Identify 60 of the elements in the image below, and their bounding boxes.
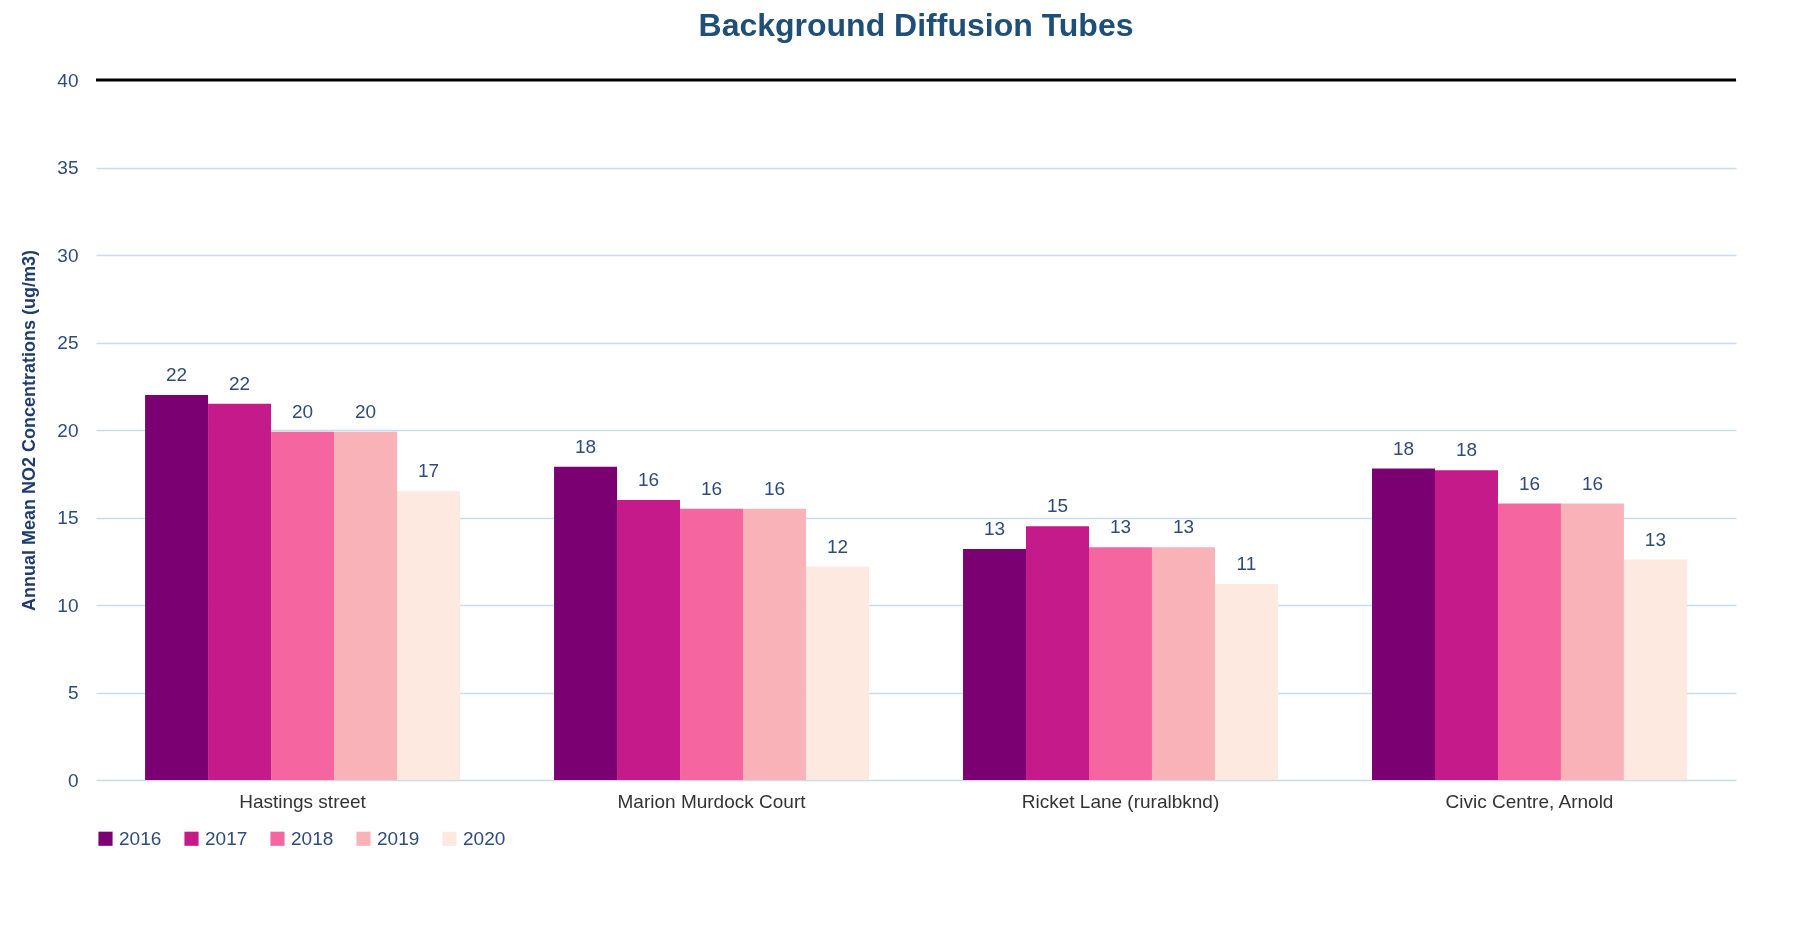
legend-label: 2020 bbox=[463, 827, 506, 849]
bar bbox=[1214, 584, 1278, 780]
bar bbox=[1497, 503, 1561, 780]
data-label: 18 bbox=[1392, 437, 1415, 459]
y-tick-label: 5 bbox=[67, 682, 79, 703]
y-tick-label: 0 bbox=[67, 769, 79, 791]
bar bbox=[208, 403, 272, 780]
bar bbox=[1434, 470, 1498, 780]
bar bbox=[805, 566, 869, 780]
y-tick-label: 10 bbox=[57, 594, 79, 616]
data-label: 22 bbox=[228, 372, 251, 394]
data-label: 16 bbox=[1518, 472, 1541, 494]
data-label: 16 bbox=[763, 477, 786, 499]
legend-label: 2019 bbox=[377, 827, 420, 849]
y-tick-label: 40 bbox=[57, 69, 79, 91]
y-tick-label: 30 bbox=[57, 244, 79, 266]
legend-label: 2017 bbox=[205, 827, 248, 849]
y-tick-label: 35 bbox=[57, 157, 79, 178]
y-tick-label: 20 bbox=[57, 419, 79, 441]
data-label: 13 bbox=[1109, 516, 1132, 538]
chart-title: Background Diffusion Tubes bbox=[698, 7, 1134, 43]
data-label: 17 bbox=[417, 460, 440, 482]
data-label: 12 bbox=[826, 535, 849, 557]
y-axis-title: Annual Mean NO2 Concentrations (ug/m3) bbox=[19, 249, 40, 612]
x-tick-label: Hastings street bbox=[239, 790, 367, 812]
data-label: 18 bbox=[574, 435, 597, 457]
y-tick-label: 25 bbox=[57, 332, 79, 353]
data-label: 15 bbox=[1046, 495, 1069, 517]
data-label: 22 bbox=[166, 364, 188, 385]
bar bbox=[617, 500, 681, 780]
data-label: 16 bbox=[1581, 472, 1604, 494]
bar bbox=[1623, 559, 1687, 780]
data-label: 20 bbox=[291, 400, 314, 422]
x-tick-label: Ricket Lane (ruralbknd) bbox=[1021, 790, 1220, 812]
bar bbox=[1151, 547, 1215, 780]
x-tick-label: Marion Murdock Court bbox=[617, 790, 807, 812]
bar bbox=[680, 508, 743, 780]
bar bbox=[271, 431, 335, 780]
legend-label: 2016 bbox=[119, 827, 162, 849]
data-label: 13 bbox=[1172, 516, 1195, 538]
data-label: 11 bbox=[1236, 553, 1257, 574]
bar bbox=[554, 466, 618, 780]
bar bbox=[1372, 468, 1435, 780]
bar bbox=[1026, 526, 1089, 780]
bar bbox=[1089, 547, 1152, 780]
bar bbox=[743, 508, 806, 780]
data-label: 18 bbox=[1455, 439, 1478, 461]
bar bbox=[145, 395, 209, 780]
x-tick-label: Civic Centre, Arnold bbox=[1445, 790, 1614, 812]
y-tick-label: 15 bbox=[57, 507, 79, 528]
data-label: 16 bbox=[637, 469, 660, 490]
bar bbox=[1560, 503, 1624, 780]
legend-label: 2018 bbox=[291, 827, 334, 849]
data-label: 20 bbox=[354, 400, 377, 422]
bar bbox=[334, 431, 398, 780]
data-label: 13 bbox=[983, 518, 1006, 539]
bar bbox=[397, 491, 460, 780]
bar bbox=[963, 549, 1027, 780]
data-label: 13 bbox=[1644, 528, 1666, 550]
data-label: 16 bbox=[700, 477, 723, 499]
